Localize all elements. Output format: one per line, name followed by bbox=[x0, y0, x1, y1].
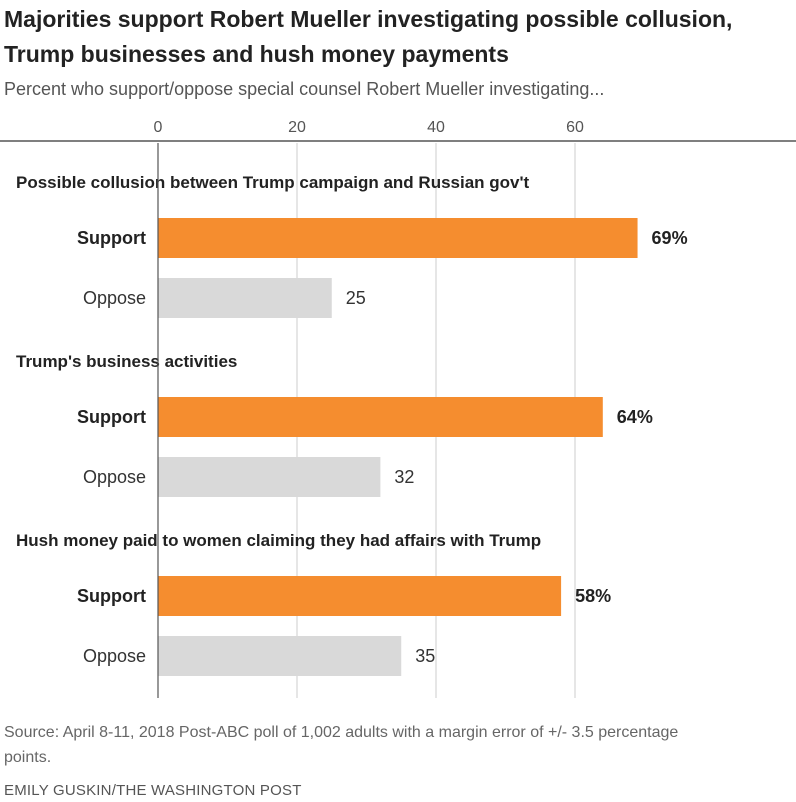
bar-support bbox=[158, 397, 603, 437]
category-label: Oppose bbox=[83, 288, 146, 308]
chart-subtitle: Percent who support/oppose special couns… bbox=[4, 79, 605, 99]
source-note: Source: April 8-11, 2018 Post-ABC poll o… bbox=[4, 724, 679, 766]
x-tick-label: 40 bbox=[427, 119, 445, 136]
data-label: 69% bbox=[652, 228, 688, 248]
bar-support bbox=[158, 576, 562, 616]
credit-line: EMILY GUSKIN/THE WASHINGTON POST bbox=[4, 782, 302, 799]
data-label: 58% bbox=[575, 586, 611, 606]
category-label: Support bbox=[77, 228, 146, 248]
group-label: Hush money paid to women claiming they h… bbox=[16, 531, 541, 550]
bar-oppose bbox=[158, 278, 332, 318]
x-tick-label: 20 bbox=[288, 119, 306, 136]
data-label: 25 bbox=[346, 288, 366, 308]
x-tick-label: 0 bbox=[154, 119, 163, 136]
group-label: Trump's business activities bbox=[16, 352, 237, 371]
category-label: Oppose bbox=[83, 467, 146, 487]
data-label: 64% bbox=[617, 407, 653, 427]
category-label: Oppose bbox=[83, 646, 146, 666]
chart-title: Majorities support Robert Mueller invest… bbox=[4, 6, 733, 67]
category-label: Support bbox=[77, 586, 146, 606]
group-label: Possible collusion between Trump campaig… bbox=[16, 173, 530, 192]
bar-oppose bbox=[158, 457, 381, 497]
data-label: 32 bbox=[394, 467, 414, 487]
x-tick-label: 60 bbox=[566, 119, 584, 136]
bar-oppose bbox=[158, 636, 402, 676]
bar-support bbox=[158, 218, 638, 258]
data-label: 35 bbox=[415, 646, 435, 666]
category-label: Support bbox=[77, 407, 146, 427]
